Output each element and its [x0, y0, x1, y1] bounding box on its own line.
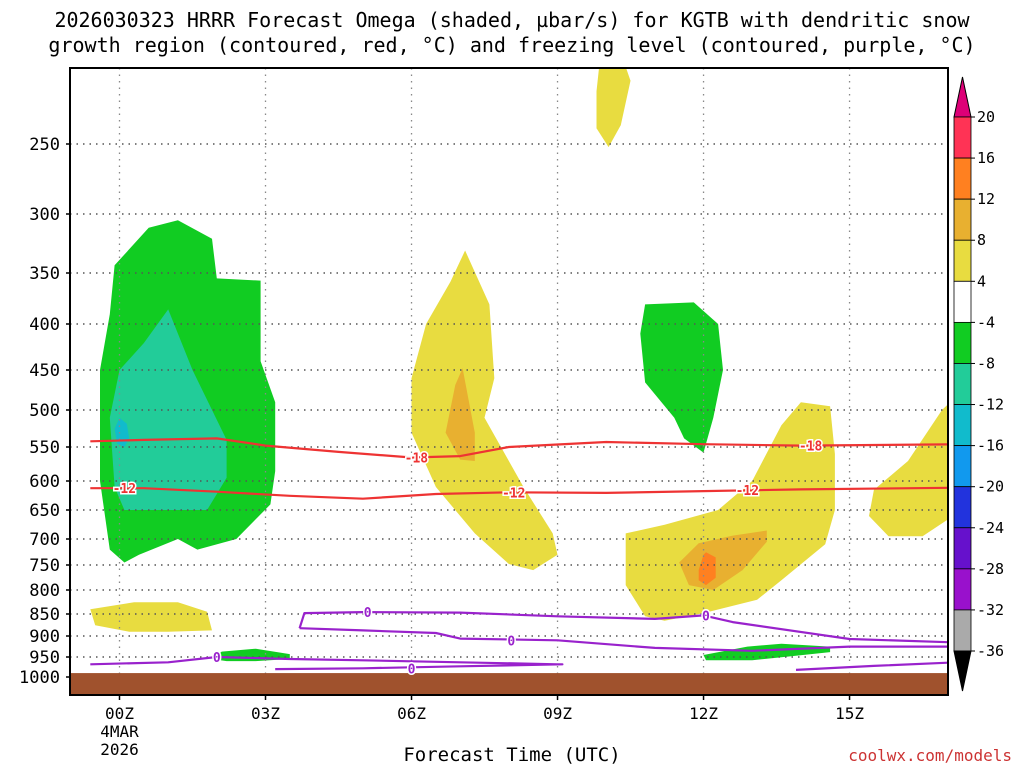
contour-label-freezing-upper-0: 0: [364, 606, 372, 621]
contour-freezing-lower: [90, 655, 564, 671]
colorbar-swatch-11: [953, 568, 972, 611]
y-tick-label-900: 900: [29, 627, 60, 647]
y-tick-label-1000: 1000: [19, 668, 60, 688]
contour-label-layer: -18 -18 -12 -12 -12 0 0 0 0 0: [111, 438, 824, 679]
x-date-label-1: 2026: [100, 740, 139, 759]
contour-label-dgz-minus-12-1: -12: [502, 486, 525, 501]
y-tick-label-400: 400: [29, 315, 60, 335]
contour-label-dgz-minus-18-0: -18: [405, 452, 429, 467]
y-tick-label-950: 950: [29, 648, 60, 668]
x-tick-label-15Z: 15Z: [835, 704, 864, 723]
x-tick-label-09Z: 09Z: [543, 704, 572, 723]
omega-shading-layer: [90, 68, 948, 662]
colorbar-swatch-6: [953, 363, 972, 405]
contour-freezing-loop: [299, 627, 948, 652]
colorbar-swatch-0: [953, 116, 972, 159]
colorbar-swatch-3: [953, 239, 972, 282]
colorbar-label-7: -12: [977, 396, 1004, 414]
grid-layer: [70, 68, 948, 695]
colorbar-swatch-8: [953, 445, 972, 488]
y-tick-label-300: 300: [29, 205, 60, 225]
contour-freezing-upper: [298, 611, 948, 644]
colorbar-swatch-9: [953, 486, 972, 529]
colorbar-top-cap: [953, 76, 972, 118]
y-tick-label-800: 800: [29, 581, 60, 601]
contour-label-dgz-minus-12-0: -12: [113, 482, 136, 497]
colorbar-label-13: -36: [977, 642, 1004, 660]
y-tick-label-350: 350: [29, 264, 60, 284]
y-tick-label-600: 600: [29, 472, 60, 492]
colorbar-swatch-7: [953, 404, 972, 447]
y-tick-label-450: 450: [29, 361, 60, 381]
x-date-label-0: 4MAR: [100, 722, 139, 741]
omega-green-mid: [640, 302, 723, 453]
plot-frame: [69, 67, 949, 696]
colorbar-label-1: 16: [977, 149, 995, 167]
omega-gold-center: [445, 368, 475, 461]
x-tick-label-00Z: 00Z: [105, 704, 134, 723]
contour-label-freezing-upper-1: 0: [702, 609, 710, 624]
contour-label-dgz-minus-18-1: -18: [799, 440, 823, 455]
omega-yellow-center: [411, 250, 558, 571]
colorbar-label-3: 8: [977, 231, 986, 249]
y-tick-label-500: 500: [29, 401, 60, 421]
colorbar-swatch-2: [953, 198, 972, 241]
contour-label-freezing-lower-1: 0: [408, 663, 416, 678]
y-tick-label-750: 750: [29, 556, 60, 576]
x-tick-label-03Z: 03Z: [251, 704, 280, 723]
x-tick-label-12Z: 12Z: [689, 704, 718, 723]
chart-title-line-2: growth region (contoured, red, °C) and f…: [48, 33, 976, 57]
colorbar-label-6: -8: [977, 354, 995, 372]
omega-yellow-farright: [869, 404, 948, 537]
colorbar-label-8: -16: [977, 437, 1004, 455]
colorbar-label-2: 12: [977, 190, 995, 208]
contour-freezing-right: [795, 661, 948, 671]
terrain-ground: [70, 673, 948, 695]
colorbar-swatch-4: [953, 280, 972, 323]
colorbar-label-0: 20: [977, 108, 995, 126]
colorbar-label-11: -28: [977, 560, 1004, 578]
y-tick-label-700: 700: [29, 530, 60, 550]
contour-label-dgz-minus-12-2: -12: [736, 484, 759, 499]
chart-title-line-1: 2026030323 HRRR Forecast Omega (shaded, …: [54, 8, 970, 32]
colorbar-label-12: -32: [977, 601, 1004, 619]
contour-dgz-minus-18: [90, 437, 948, 459]
y-tick-label-550: 550: [29, 438, 60, 458]
contour-dgz-minus-12: [90, 486, 948, 500]
omega-orange-right: [698, 552, 716, 586]
x-tick-label-06Z: 06Z: [397, 704, 426, 723]
omega-yellow-top: [596, 68, 631, 148]
colorbar-label-4: 4: [977, 272, 986, 290]
colorbar-swatch-5: [953, 321, 972, 364]
y-tick-label-650: 650: [29, 501, 60, 521]
y-tick-label-850: 850: [29, 605, 60, 625]
colorbar-swatch-12: [953, 609, 972, 652]
colorbar: 20 16 12 8 4 -4 -8 -12 -16 -20 -24 -28 -32 -36: [953, 76, 1004, 692]
omega-yellow-right: [625, 402, 835, 621]
terrain-layer: [70, 673, 948, 695]
y-axis: 2503003504004505005506006507007508008509…: [19, 135, 70, 688]
y-tick-label-250: 250: [29, 135, 60, 155]
colorbar-label-9: -20: [977, 478, 1004, 496]
colorbar-swatch-10: [953, 527, 972, 570]
omega-yellow-lowleft: [90, 602, 212, 632]
x-axis-title: Forecast Time (UTC): [403, 744, 621, 766]
colorbar-bottom-cap: [953, 650, 972, 692]
colorbar-swatch-1: [953, 157, 972, 200]
contour-layer: [90, 437, 948, 671]
omega-green-lowright: [703, 643, 831, 661]
credit-text: coolwx.com/models: [848, 746, 1012, 765]
colorbar-label-5: -4: [977, 313, 995, 331]
colorbar-label-10: -24: [977, 519, 1004, 537]
contour-label-freezing-lower-0: 0: [213, 651, 221, 666]
contour-label-freezing-loop-0: 0: [507, 635, 515, 650]
